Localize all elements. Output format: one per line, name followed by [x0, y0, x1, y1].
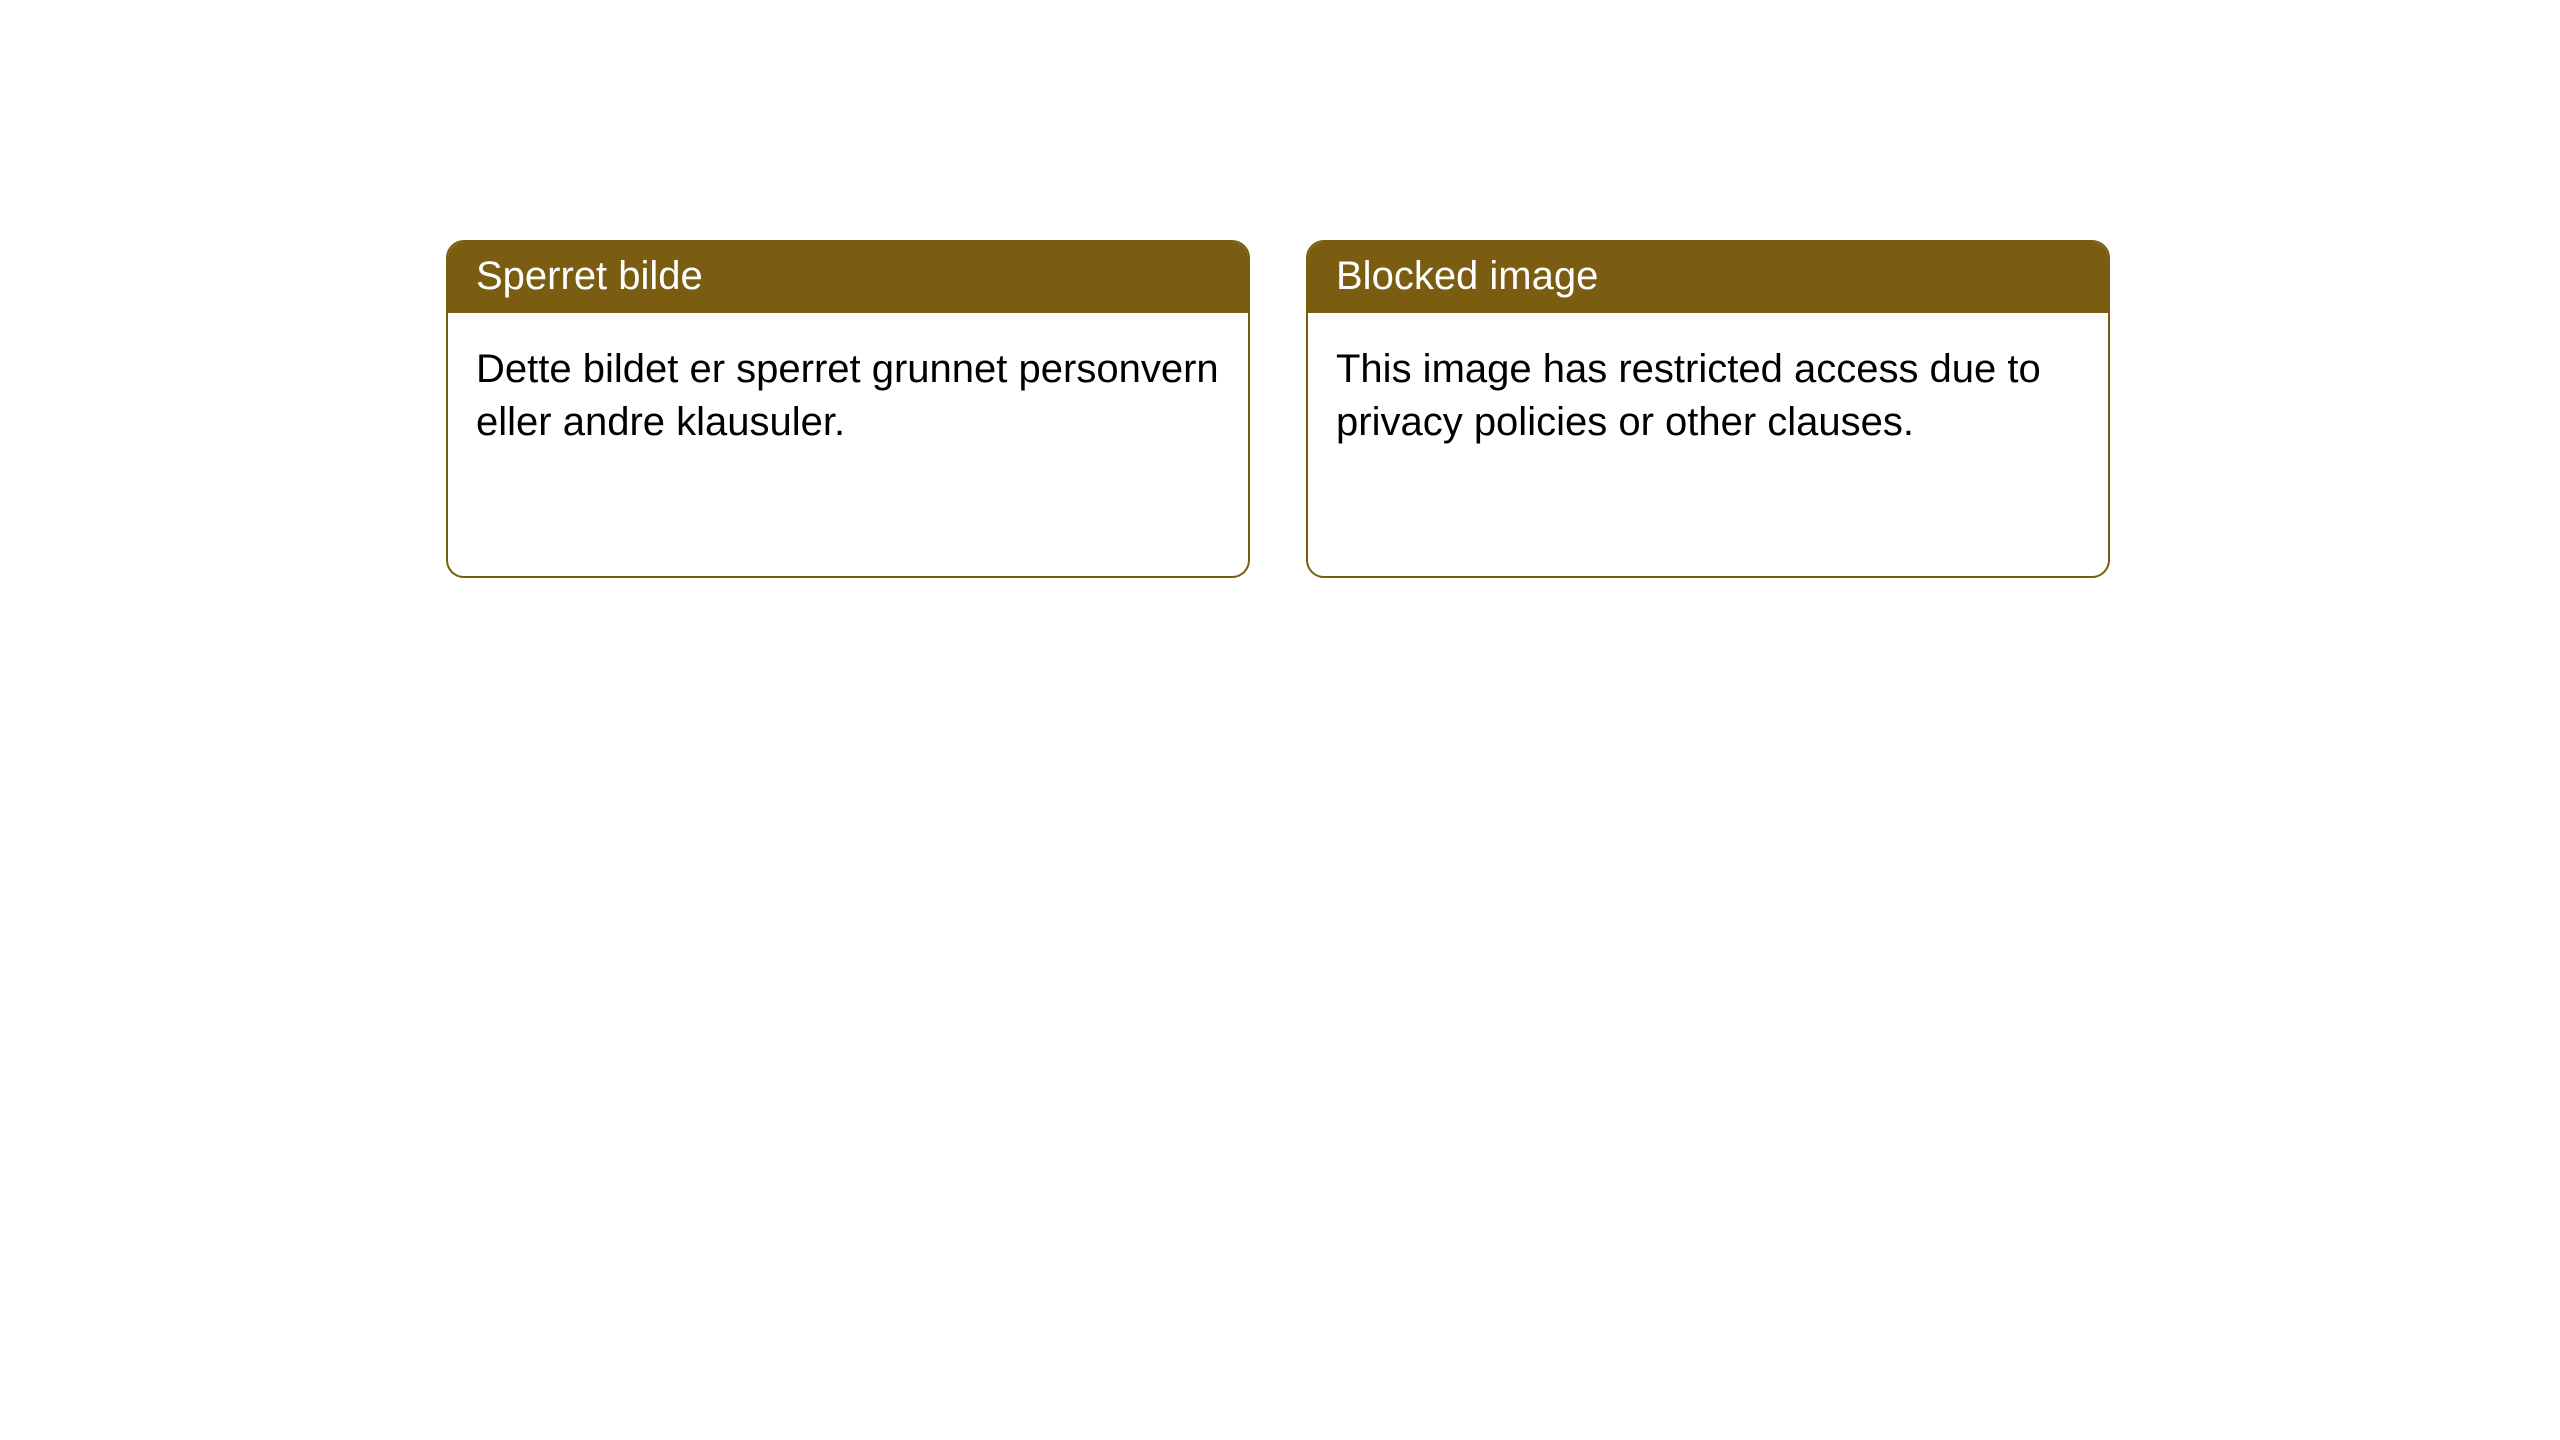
- card-body-english: This image has restricted access due to …: [1308, 313, 2108, 479]
- blocked-image-notices: Sperret bilde Dette bildet er sperret gr…: [446, 240, 2110, 578]
- card-title-norwegian: Sperret bilde: [448, 242, 1248, 313]
- card-body-norwegian: Dette bildet er sperret grunnet personve…: [448, 313, 1248, 479]
- notice-card-norwegian: Sperret bilde Dette bildet er sperret gr…: [446, 240, 1250, 578]
- notice-card-english: Blocked image This image has restricted …: [1306, 240, 2110, 578]
- card-title-english: Blocked image: [1308, 242, 2108, 313]
